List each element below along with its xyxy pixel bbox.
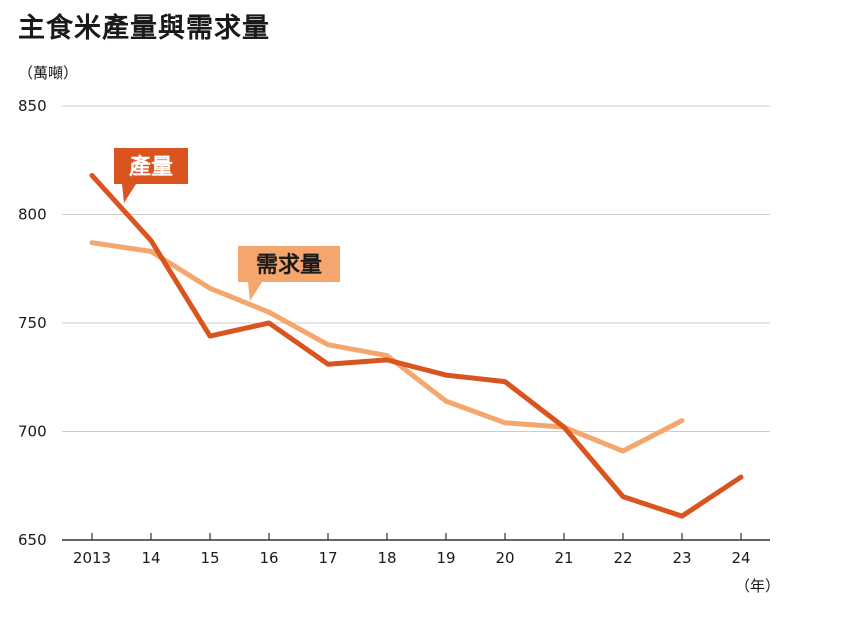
y-axis-ticks: 850 800 750 700 650 [18, 97, 47, 549]
production-callout-box [114, 148, 188, 184]
y-tick-label-650: 650 [18, 531, 47, 549]
x-tick-label-17: 17 [318, 549, 337, 567]
y-tick-label-850: 850 [18, 97, 47, 115]
x-axis-unit-label: （年） [735, 577, 781, 595]
x-tick-label-21: 21 [554, 549, 573, 567]
x-tick-label-24: 24 [731, 549, 750, 567]
x-tick-label-14: 14 [141, 549, 160, 567]
x-tick-label-22: 22 [613, 549, 632, 567]
production-callout-text: 產量 [129, 154, 173, 180]
series-line-demand [89, 240, 685, 454]
demand-callout: 需求量 [238, 246, 340, 301]
grid-lines [62, 105, 770, 432]
x-tick-label-19: 19 [436, 549, 455, 567]
series-lines [89, 172, 744, 519]
production-callout-pointer [122, 184, 136, 203]
demand-callout-text: 需求量 [256, 253, 322, 278]
production-callout: 產量 [114, 148, 188, 203]
x-tick-label-20: 20 [495, 549, 514, 567]
y-tick-label-750: 750 [18, 314, 47, 332]
y-tick-label-800: 800 [18, 206, 47, 224]
x-tick-label-23: 23 [672, 549, 691, 567]
x-tick-label-2013: 2013 [73, 549, 111, 567]
demand-callout-box [238, 246, 340, 282]
y-tick-label-700: 700 [18, 423, 47, 441]
chart-title: 主食米產量與需求量 [18, 13, 270, 44]
y-axis-unit-label: （萬噸） [18, 64, 79, 82]
series-line-production [89, 172, 744, 519]
x-tick-label-15: 15 [200, 549, 219, 567]
demand-callout-pointer [248, 282, 262, 301]
x-tick-label-16: 16 [259, 549, 278, 567]
x-tick-label-18: 18 [377, 549, 396, 567]
x-axis: 2013 14 15 16 17 18 19 20 21 22 23 24 [62, 533, 770, 567]
